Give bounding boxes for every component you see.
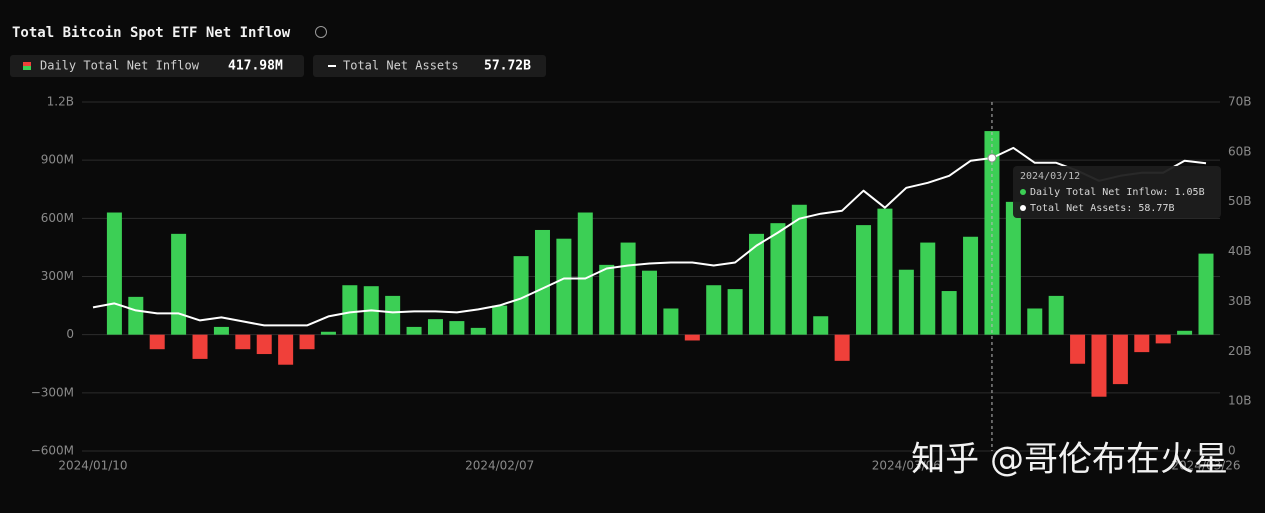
bar: [492, 305, 508, 335]
bar: [213, 326, 229, 335]
x-tick-label: 2024/02/07: [465, 459, 534, 473]
bar: [856, 225, 872, 335]
bar: [192, 334, 208, 359]
y2-tick-label: 10B: [1228, 394, 1252, 408]
y2-tick-label: 60B: [1228, 144, 1252, 158]
bar: [106, 212, 122, 335]
bar: [171, 233, 187, 335]
bar: [791, 204, 807, 335]
y-tick-label: 1.2B: [47, 95, 74, 109]
bar: [320, 331, 336, 335]
bar: [770, 223, 786, 335]
bar: [898, 269, 914, 335]
hover-point: [987, 153, 997, 163]
bar: [470, 327, 486, 335]
tooltip-dot: [1020, 205, 1026, 211]
tooltip-line: Daily Total Net Inflow: 1.05B: [1030, 187, 1205, 198]
plot-area: −600M −300M 0 300M 600M 900M 1.2B 0 10B 20B 30B 40B…: [31, 95, 1252, 473]
bar: [1048, 295, 1064, 335]
bar: [235, 334, 251, 350]
chart-title: Total Bitcoin Spot ETF Net Inflow: [12, 25, 291, 41]
bar: [1091, 334, 1107, 397]
bar: [556, 238, 572, 335]
y2-tick-label: 20B: [1228, 344, 1252, 358]
y-tick-label: 600M: [41, 211, 74, 225]
overlay: 2024/03/12 Daily Total Net Inflow: 1.05B T…: [92, 102, 1228, 480]
bar: [920, 242, 936, 335]
bar: [1134, 334, 1150, 353]
bar: [278, 334, 294, 365]
bar: [449, 321, 465, 335]
x-tick-label: 2024/03/26: [1171, 459, 1240, 473]
line-series: [92, 146, 1207, 327]
bar: [427, 319, 443, 335]
bar: [342, 285, 358, 335]
legend-label: Daily Total Net Inflow: [40, 59, 200, 73]
bar: [834, 334, 850, 361]
y-tick-label: −600M: [31, 444, 74, 458]
x-tick-label: 2024/03/06: [872, 459, 941, 473]
bar: [1177, 330, 1193, 335]
bar: [877, 208, 893, 335]
legend-value: 417.98M: [228, 59, 283, 74]
watermark: 知乎 @哥伦布在火星: [911, 440, 1228, 480]
x-tick-label: 2024/01/10: [58, 459, 127, 473]
bar: [1005, 201, 1021, 335]
bar: [149, 334, 165, 350]
bar: [599, 264, 615, 335]
y2-tick-label: 70B: [1228, 95, 1252, 109]
bar: [984, 131, 1000, 335]
bar: [299, 334, 315, 350]
bar: [663, 308, 679, 335]
bar: [963, 236, 979, 335]
tooltip-box: [1013, 166, 1221, 218]
bar: [727, 289, 743, 335]
y2-tick-label: 0: [1228, 444, 1236, 458]
y2-tick-label: 30B: [1228, 294, 1252, 308]
y-tick-label: 0: [66, 327, 74, 341]
info-icon[interactable]: [315, 26, 327, 38]
bar: [684, 334, 700, 341]
bar: [385, 295, 401, 335]
legend-value: 57.72B: [484, 59, 531, 74]
legend-box: [10, 55, 304, 77]
bar: [642, 270, 657, 335]
y-tick-label: 900M: [41, 153, 74, 167]
bar: [749, 233, 765, 335]
tooltip-line: Total Net Assets: 58.77B: [1030, 203, 1175, 214]
bar: [534, 229, 550, 335]
bar: [941, 291, 957, 335]
bar: [128, 296, 144, 335]
bar: [1027, 308, 1043, 335]
bar: [577, 212, 593, 335]
y2-tick-label: 50B: [1228, 194, 1252, 208]
y-tick-label: 300M: [41, 269, 74, 283]
legend-label: Total Net Assets: [343, 59, 459, 73]
legend-swatch: [23, 62, 31, 66]
bar: [256, 334, 272, 355]
bar: [706, 285, 722, 335]
tooltip-date: 2024/03/12: [1020, 171, 1080, 182]
bar: [1155, 334, 1171, 344]
bar: [1112, 334, 1128, 385]
legend-swatch: [23, 66, 31, 70]
tooltip-dot: [1020, 189, 1026, 195]
bar: [1070, 334, 1086, 364]
bar: [406, 326, 422, 335]
bar: [513, 256, 529, 335]
y-tick-label: −300M: [31, 385, 74, 399]
bar: [813, 316, 829, 335]
bar: [1198, 253, 1214, 335]
legend-box: [313, 55, 546, 77]
y2-tick-label: 40B: [1228, 244, 1252, 258]
bar: [620, 242, 636, 335]
